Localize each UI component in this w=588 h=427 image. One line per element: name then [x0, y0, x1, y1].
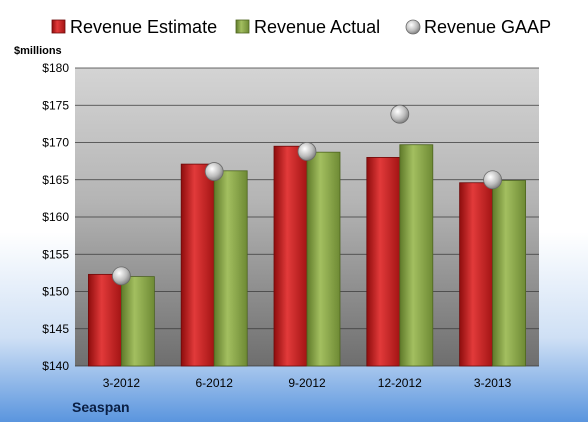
- gaap-markers: [112, 104, 503, 286]
- bar-revenue-estimate: [88, 273, 122, 367]
- legend-swatch: [235, 19, 250, 34]
- x-tick-label: 3-2012: [103, 376, 141, 390]
- y-tick-label: $140: [42, 359, 69, 373]
- y-tick-label: $170: [42, 136, 69, 150]
- legend-swatch: [405, 19, 421, 35]
- bar-revenue-actual: [306, 151, 341, 367]
- y-tick-labels: $140 $145 $150 $155 $160 $165 $170 $175 $180: [42, 61, 69, 373]
- legend-label: Revenue Actual: [254, 17, 380, 37]
- y-tick-label: $180: [42, 61, 69, 75]
- legend-label: Revenue GAAP: [424, 17, 551, 37]
- legend-label: Revenue Estimate: [70, 17, 217, 37]
- unit-label: $millions: [14, 45, 62, 57]
- marker-revenue-gaap: [112, 266, 131, 286]
- bar-revenue-estimate: [273, 145, 308, 367]
- x-tick-label: 3-2013: [474, 376, 512, 390]
- x-tick-label: 6-2012: [196, 376, 234, 390]
- x-tick-label: 9-2012: [288, 376, 326, 390]
- y-tick-label: $145: [42, 322, 69, 336]
- legend: Revenue Estimate Revenue Actual Revenue GA…: [51, 17, 551, 37]
- company-name: Seaspan: [72, 399, 130, 415]
- marker-revenue-gaap: [483, 170, 503, 190]
- y-tick-label: $175: [42, 98, 69, 112]
- marker-revenue-gaap: [204, 162, 224, 181]
- bar-revenue-actual: [121, 276, 155, 367]
- bar-revenue-actual: [492, 180, 527, 367]
- y-tick-label: $155: [42, 247, 69, 261]
- legend-swatch: [51, 19, 66, 34]
- bars: [88, 144, 527, 367]
- bar-revenue-estimate: [459, 182, 494, 367]
- bar-revenue-actual: [399, 144, 434, 367]
- marker-revenue-gaap: [390, 104, 410, 124]
- y-tick-label: $150: [42, 285, 69, 299]
- y-tick-label: $165: [42, 173, 69, 187]
- x-tick-labels: 3-2012 6-2012 9-2012 12-2012 3-2013: [103, 376, 512, 390]
- y-tick-label: $160: [42, 210, 69, 224]
- bar-revenue-estimate: [366, 156, 401, 367]
- bar-revenue-estimate: [180, 163, 215, 367]
- bar-revenue-actual: [213, 170, 248, 367]
- marker-revenue-gaap: [297, 142, 317, 161]
- x-tick-label: 12-2012: [378, 376, 422, 390]
